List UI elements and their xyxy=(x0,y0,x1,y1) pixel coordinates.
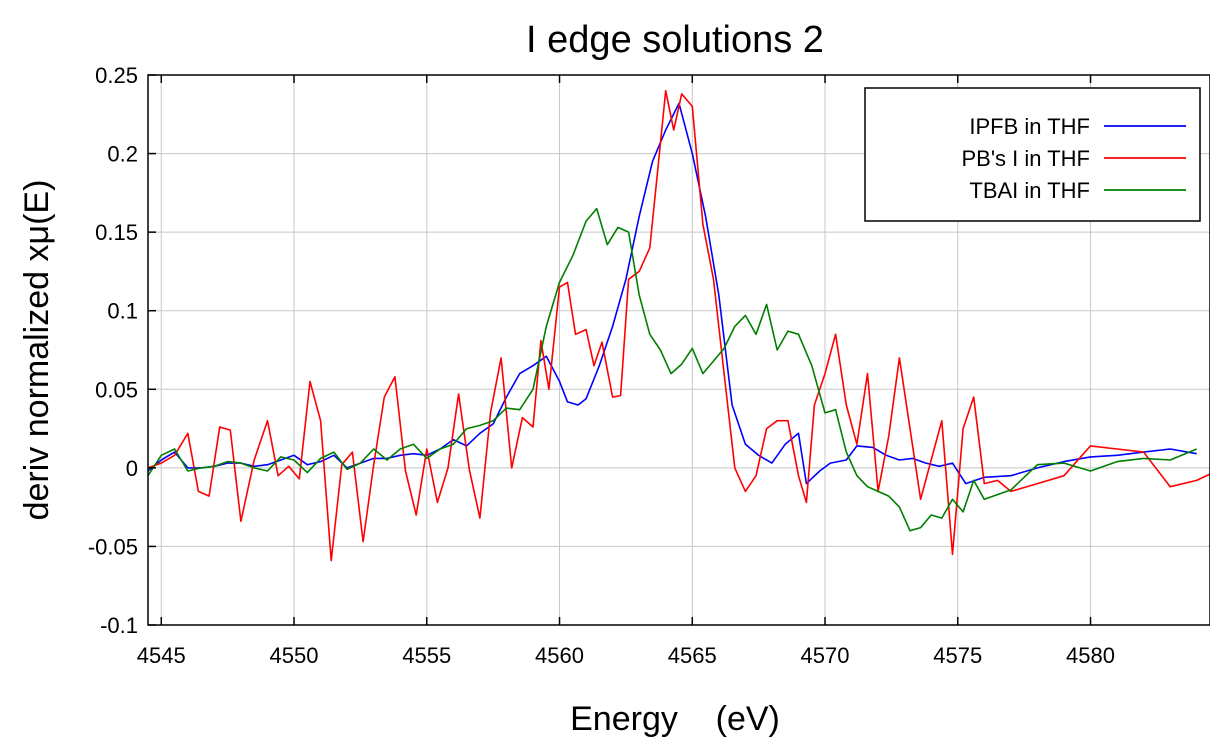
axis-ticks: 4545 4550 4555 4560 4565 4570 4575 4580 -0.1 -0.0… xyxy=(88,63,1115,668)
legend: IPFB in THF PB's I in THF TBAI in THF xyxy=(864,87,1201,222)
legend-box xyxy=(864,87,1201,222)
plot-frame xyxy=(147,74,1210,626)
y-tick-label: 0.2 xyxy=(107,142,138,167)
x-tick-label: 4565 xyxy=(668,643,717,668)
series-line xyxy=(147,207,1198,532)
y-tick-label: 0.25 xyxy=(95,63,138,88)
legend-label: IPFB in THF xyxy=(969,114,1090,139)
series-line xyxy=(147,89,1210,562)
y-tick-label: 0.15 xyxy=(95,220,138,245)
y-tick-label: -0.05 xyxy=(88,534,138,559)
y-tick-label: 0.1 xyxy=(107,299,138,324)
x-tick-label: 4550 xyxy=(270,643,319,668)
y-axis-title: deriv normalized xμ(E) xyxy=(18,180,56,521)
x-tick-label: 4560 xyxy=(535,643,584,668)
chart-title: I edge solutions 2 xyxy=(526,19,824,61)
y-tick-label: 0.05 xyxy=(95,377,138,402)
y-tick-label: 0 xyxy=(126,456,138,481)
legend-label: PB's I in THF xyxy=(962,146,1091,171)
y-tick-label: -0.1 xyxy=(100,613,138,638)
legend-label: TBAI in THF xyxy=(969,178,1090,203)
x-tick-label: 4545 xyxy=(137,643,186,668)
x-tick-label: 4575 xyxy=(933,643,982,668)
series-line xyxy=(147,102,1197,485)
x-tick-label: 4555 xyxy=(402,643,451,668)
x-tick-label: 4570 xyxy=(801,643,850,668)
data-series xyxy=(147,89,1210,562)
x-axis-title: Energy (eV) xyxy=(570,700,780,738)
x-tick-label: 4580 xyxy=(1066,643,1115,668)
